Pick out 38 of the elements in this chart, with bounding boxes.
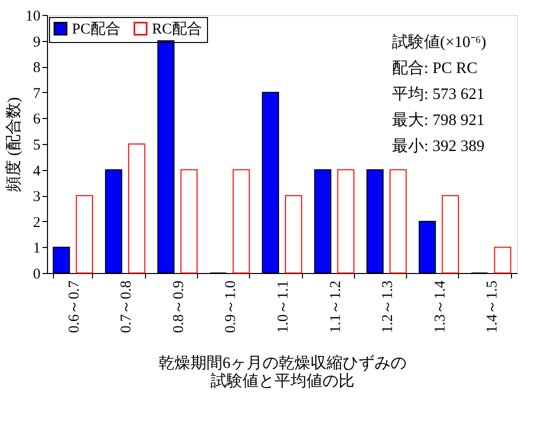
x-tick-label: 1.2～1.3 [380,280,396,333]
y-tick-label: 2 [33,214,40,231]
x-tick-label: 1.4～1.5 [484,280,501,333]
y-tick-label: 0 [33,266,40,282]
bar [232,169,250,274]
y-tick-label: 10 [26,8,40,24]
x-axis-title: 乾燥期間6ヶ月の乾燥収縮ひずみの試験値と平均値の比 [158,354,406,390]
bar [442,195,459,274]
bar [390,169,407,274]
x-tick-label: 0.9～1.0 [223,280,240,333]
annotation: 平均: 573 621 [392,86,484,103]
bar [128,144,146,274]
y-tick-label: 5 [33,138,40,154]
y-tick-label: 4 [33,163,41,180]
legend-label: PC配合 [72,20,120,38]
legend-label: RC配合 [152,20,202,38]
x-tick-label: 1.3～1.4 [432,280,448,333]
y-tick-label: 6 [33,112,41,128]
annotation: 試験値(×10⁻⁶) [392,33,486,51]
y-tick-label: 9 [33,34,40,50]
x-tick-label: 1.1～1.2 [328,280,344,333]
y-tick-label: 7 [33,86,41,102]
bar [494,246,512,274]
bar [180,169,198,274]
y-tick-label: 8 [33,60,40,76]
x-tick-label: 0.6～0.7 [66,280,82,333]
annotation: 最小: 392 389 [392,137,484,155]
x-tick-label: 1.0～1.1 [276,280,292,333]
bar [284,195,302,274]
y-axis-title: 頻度 (配合数) [4,97,22,192]
x-tick-label: 0.8～0.9 [170,280,187,333]
bar [76,195,93,274]
y-tick-label: 1 [33,240,40,257]
x-tick-label: 0.7～0.8 [118,280,135,333]
annotation: 最大: 798 921 [392,111,484,129]
bar [337,169,354,274]
y-tick-label: 3 [33,189,40,206]
annotation: 配合: PC RC [392,59,478,77]
